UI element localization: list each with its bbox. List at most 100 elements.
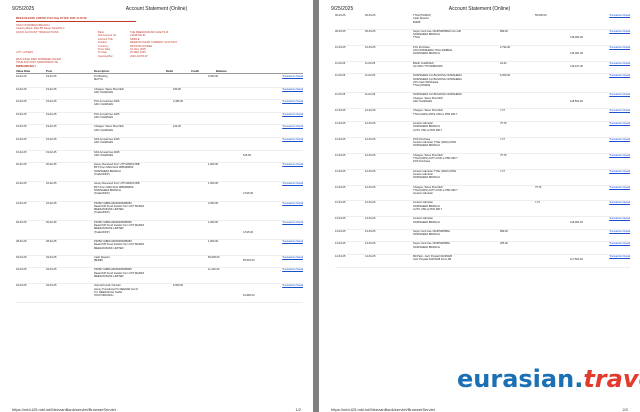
value-date: 10-03-25	[335, 45, 346, 49]
page-title: Account Statement (Online)	[448, 6, 511, 12]
debit-amount: 180.00	[173, 87, 181, 91]
transaction-detail-link[interactable]: Transaction Detail	[609, 201, 630, 205]
transaction-detail-link[interactable]: Transaction Detail	[282, 268, 303, 272]
transaction-detail-link[interactable]: Transaction Detail	[609, 137, 630, 141]
transaction-detail-link[interactable]: Transaction Detail	[609, 255, 630, 259]
transaction-detail-link[interactable]: Transaction Detail	[282, 87, 303, 91]
value-date: 19-02-25	[16, 137, 27, 141]
description-line: (TradeONFP)	[94, 173, 110, 177]
description-line: PK05HYHB01119000005286659	[94, 239, 132, 243]
account-field-label: To Date	[98, 51, 107, 55]
transaction-detail-link[interactable]: Transaction Detail	[609, 93, 630, 97]
description-line: Jazz Prepaid 03215028 From AB	[413, 258, 452, 262]
table-row: 04-03-25 04-03-25 Internal Funds Transfer H…	[16, 284, 303, 304]
description-line: ADC CHARGES	[94, 153, 114, 157]
post-date: 13-03-25	[365, 217, 376, 221]
description-line: Bill Paid - Jazz Prepaid 03215028	[413, 255, 452, 259]
table-row: 10-03-25 10-03-25 POL Purchase C02 NOWSHERA…	[335, 46, 630, 62]
transaction-description: Super Card Use ON4P9W50BH From AB NOWSHER…	[335, 30, 525, 40]
transaction-detail-link[interactable]: Transaction Detail	[282, 182, 303, 186]
column-header: Debit	[166, 69, 173, 73]
post-date: 11-03-25	[365, 93, 376, 97]
description-line: NOWSHERA Cnt BUILDING NOWSHERA	[413, 93, 462, 97]
account-field: Currency PAKISTAN RUPEE	[98, 45, 228, 48]
description-line: Charges: Taxes Plus FED	[94, 87, 124, 91]
transaction-detail-link[interactable]: Transaction Detail	[282, 137, 303, 141]
table-row: 19-02-25 19-02-25 FO Booking MATTH 5,000.00 T…	[16, 75, 303, 88]
transaction-description: Cash Deposit [BHMP]	[16, 256, 206, 263]
post-date: 19-02-25	[46, 137, 57, 141]
transaction-description: PK05HYHB01119000005286659 Raast P2P Fund …	[16, 268, 206, 278]
transaction-detail-link[interactable]: Transaction Detail	[609, 153, 630, 157]
table-row: 06-03-25 06-03-25 TTAH [TRADO] Cash Deposit…	[335, 14, 630, 30]
account-field-value: THE MEEZAN BANK KHALTS-M	[130, 31, 169, 34]
post-date: 06-03-25	[365, 14, 376, 17]
debit-amount: 265.00	[500, 242, 508, 246]
transaction-detail-link[interactable]: Transaction Detail	[282, 100, 303, 104]
balance-amount: 117,564.00	[570, 258, 583, 262]
transaction-detail-link[interactable]: Transaction Detail	[609, 121, 630, 125]
transaction-detail-link[interactable]: Transaction Detail	[609, 29, 630, 33]
transaction-detail-link[interactable]: Transaction Detail	[282, 75, 303, 78]
transaction-description: SAS Annual Fee 2025 ADC CHARGES	[16, 138, 206, 145]
description-line: Amazon AE letter	[413, 172, 434, 176]
account-field-value: 2020-10-PR-97	[130, 54, 148, 58]
page-number: 2/2	[622, 407, 628, 412]
transaction-table: 19-02-25 19-02-25 FO Booking MATTH 5,000.00 T…	[16, 75, 303, 304]
print-date: 9/25/2025	[12, 6, 35, 12]
description-line: [BHMP]	[94, 259, 103, 263]
balance-amount: 4,515.00	[243, 230, 254, 234]
transaction-detail-link[interactable]: Transaction Detail	[282, 220, 303, 224]
description-line: Amazon AE letter	[413, 217, 434, 221]
transaction-detail-link[interactable]: Transaction Detail	[609, 217, 630, 221]
transaction-detail-link[interactable]: Transaction Detail	[609, 74, 630, 78]
transaction-detail-link[interactable]: Transaction Detail	[609, 169, 630, 173]
description-line: ADC CHARGES	[94, 90, 114, 94]
transaction-detail-link[interactable]: Transaction Detail	[609, 61, 630, 65]
credit-amount: 75.76	[535, 185, 542, 189]
transaction-detail-link[interactable]: Transaction Detail	[282, 239, 303, 243]
transaction-detail-link[interactable]: Transaction Detail	[609, 229, 630, 233]
value-date: 28-02-25	[16, 239, 27, 243]
transaction-detail-link[interactable]: Transaction Detail	[609, 14, 630, 17]
description-line: BHMP	[413, 20, 421, 24]
description-line: Super Card Use ON4P9W50BH From AB	[413, 29, 461, 33]
transaction-detail-link[interactable]: Transaction Detail	[282, 163, 303, 167]
post-date: 04-03-25	[46, 284, 57, 288]
description-line: AUTO USD w PKR 280.7	[413, 207, 443, 211]
description-line: MEEZAN BANK LIMITED	[94, 246, 124, 250]
account-field: To Date 25 SEP, 2025	[98, 51, 228, 54]
debit-amount: 75.76	[500, 153, 507, 157]
transaction-detail-link[interactable]: Transaction Detail	[282, 255, 303, 259]
post-date: 10-03-25	[365, 45, 376, 49]
account-field: Bank THE MEEZAN BANK KHALTS-M	[98, 31, 228, 34]
post-date: 12-03-25	[365, 169, 376, 173]
value-date: 12-03-25	[335, 201, 346, 205]
credit-amount: 55,000.00	[535, 14, 547, 17]
transaction-detail-link[interactable]: Transaction Detail	[609, 242, 630, 246]
description-line: Internal Funds Transfer	[94, 284, 121, 288]
transaction-detail-link[interactable]: Transaction Detail	[609, 109, 630, 113]
transaction-detail-link[interactable]: Transaction Detail	[609, 185, 630, 189]
description-line: NOWSHERA Cnt BUILDING NOWSHERA	[413, 74, 462, 78]
transaction-detail-link[interactable]: Transaction Detail	[282, 284, 303, 288]
post-date: 22-02-25	[46, 182, 57, 186]
transaction-description: Super Card Use ON4P9W50BH NOWSHERA BRANCH	[335, 242, 525, 249]
account-field-label: D/A Account No	[98, 34, 117, 38]
transaction-detail-link[interactable]: Transaction Detail	[282, 125, 303, 129]
account-field: Opening Bal 2020-10-PR-97	[98, 55, 228, 58]
description-line: NOWSHERA BRANCH	[413, 233, 440, 237]
value-date: 13-03-25	[335, 242, 346, 246]
transaction-detail-link[interactable]: Transaction Detail	[609, 45, 630, 49]
table-row: 20-02-25 20-02-25 Honey Received from UTP …	[16, 163, 303, 183]
transaction-description: NOWSHERA Cnt BUILDING NOWSHERA NOWSHERA C…	[335, 74, 525, 87]
post-date: 12-03-25	[365, 185, 376, 189]
transaction-detail-link[interactable]: Transaction Detail	[282, 201, 303, 205]
transaction-detail-link[interactable]: Transaction Detail	[282, 112, 303, 116]
post-date: 24-02-25	[46, 201, 57, 205]
transaction-description: Amazon AE letter NOWSHERA BRANCH AUTO USD …	[335, 122, 525, 132]
balance-amount: 61,960.00	[243, 294, 255, 298]
description-line: ADC CHARGES	[413, 100, 433, 104]
description-line: MEEZAN BANK LIMITED	[94, 208, 124, 212]
value-date: 12-03-25	[335, 153, 346, 157]
